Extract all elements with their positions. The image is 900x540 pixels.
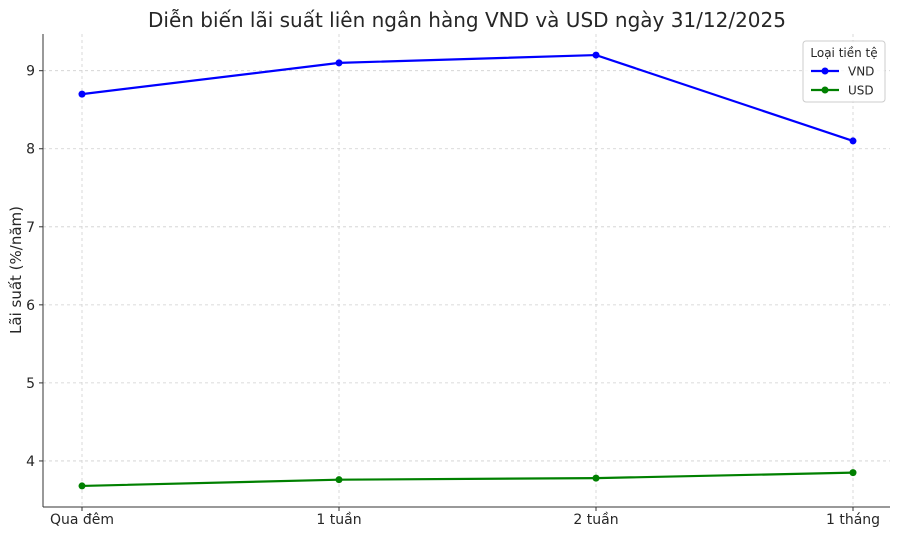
legend: Loại tiền tệ VND USD bbox=[802, 40, 886, 103]
series-line-vnd bbox=[81, 53, 854, 142]
series bbox=[78, 51, 857, 490]
data-point-vnd bbox=[849, 137, 857, 145]
grid bbox=[43, 34, 890, 507]
y-axis-label: Lãi suất (%/năm) bbox=[7, 206, 25, 334]
y-tick-label: 6 bbox=[26, 298, 35, 314]
data-point-usd bbox=[78, 482, 86, 490]
y-tick-label: 7 bbox=[26, 220, 35, 236]
ticks: 4 5 6 7 8 9 Qua đêm 1 tuần 2 tuần 1 tháng bbox=[26, 64, 880, 528]
data-point-usd bbox=[592, 474, 600, 482]
legend-marker-usd bbox=[821, 86, 829, 94]
legend-title: Loại tiền tệ bbox=[810, 46, 877, 60]
data-point-vnd bbox=[335, 59, 343, 67]
x-tick-label: 2 tuần bbox=[573, 512, 618, 528]
data-point-vnd bbox=[78, 90, 86, 98]
y-tick-label: 5 bbox=[26, 376, 35, 392]
data-point-vnd bbox=[592, 51, 600, 59]
x-tick-label: 1 tháng bbox=[826, 512, 880, 528]
chart-title: Diễn biến lãi suất liên ngân hàng VND và… bbox=[148, 8, 786, 32]
legend-box bbox=[802, 40, 886, 103]
y-tick-label: 8 bbox=[26, 142, 35, 158]
x-tick-label: Qua đêm bbox=[50, 512, 114, 528]
legend-marker-vnd bbox=[821, 67, 829, 75]
legend-label-usd: USD bbox=[848, 84, 874, 98]
data-point-usd bbox=[335, 476, 343, 484]
data-point-usd bbox=[849, 469, 857, 477]
y-tick-label: 4 bbox=[26, 454, 35, 470]
axes bbox=[42, 34, 890, 508]
series-line-usd bbox=[81, 471, 854, 488]
legend-label-vnd: VND bbox=[848, 65, 874, 79]
x-tick-label: 1 tuần bbox=[316, 512, 361, 528]
y-tick-label: 9 bbox=[26, 64, 35, 80]
